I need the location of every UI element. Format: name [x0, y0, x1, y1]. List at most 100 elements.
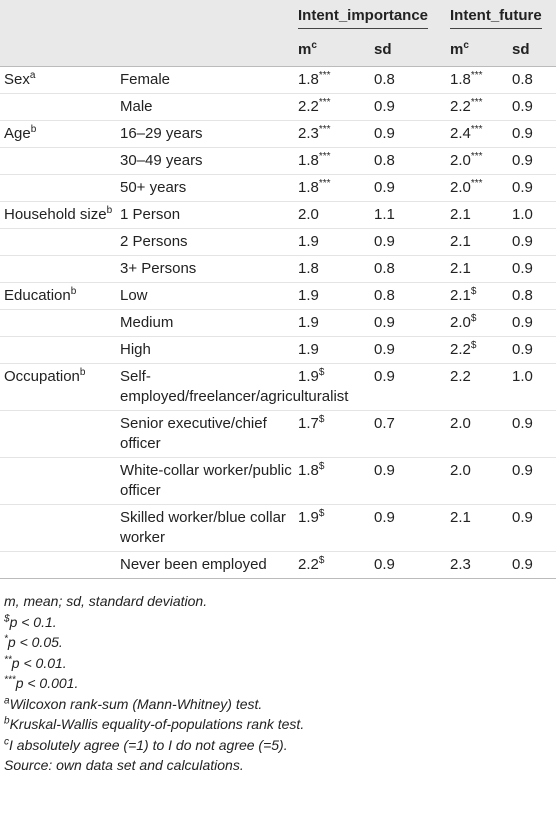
- superscript: b: [79, 367, 86, 378]
- cell-text: 0.9: [512, 260, 533, 277]
- cell-text: 2.2: [450, 368, 471, 385]
- footnote: **p < 0.01.: [4, 653, 552, 674]
- cell-text: 0.7: [374, 415, 395, 432]
- table-cell: 3+ Persons: [116, 256, 294, 283]
- cell-text: 1.0: [512, 368, 533, 385]
- table-cell: 0.9: [508, 229, 556, 256]
- table-body: Sexa Female 1.8*** 0.8 1.8*** 0.8 Male 2.2*** 0.…: [0, 67, 556, 579]
- cell-text: Wilcoxon rank-sum (Mann-Whitney) test.: [9, 695, 263, 712]
- superscript: $: [470, 286, 477, 297]
- table-cell: 2.1: [446, 229, 508, 256]
- superscript: ***: [318, 151, 331, 162]
- cell-text: 2.2: [298, 98, 319, 115]
- cell-text: Household size: [4, 206, 107, 223]
- table-cell: 2.0$: [446, 310, 508, 337]
- table-cell: [0, 148, 116, 175]
- cell-text: 0.8: [374, 71, 395, 88]
- table-cell: 0.9: [508, 121, 556, 148]
- superscript: c: [463, 40, 469, 51]
- cell-text: 0.9: [512, 125, 533, 142]
- table-cell: 0.9: [508, 310, 556, 337]
- table-cell: 2.2***: [446, 94, 508, 121]
- table-cell: 1.9: [294, 310, 370, 337]
- superscript: b: [106, 205, 113, 216]
- table-cell: [0, 229, 116, 256]
- table-cell: 1.1: [370, 202, 446, 229]
- table-cell: Ageb: [0, 121, 116, 148]
- table-row: High 1.9 0.9 2.2$ 0.9: [0, 337, 556, 364]
- table-row: 30–49 years 1.8*** 0.8 2.0*** 0.9: [0, 148, 556, 175]
- table-cell: 0.9: [370, 364, 446, 411]
- table-cell: Female: [116, 67, 294, 94]
- table-cell: 16–29 years: [116, 121, 294, 148]
- cell-text: 2.3: [450, 556, 471, 573]
- table: Intent_importance Intent_future mc sd mc sd…: [0, 0, 556, 579]
- table-cell: 0.9: [508, 94, 556, 121]
- table-cell: 0.9: [508, 552, 556, 579]
- cell-text: Skilled worker/blue collar worker: [120, 509, 286, 546]
- footnote: *p < 0.05.: [4, 632, 552, 653]
- table-row: Senior executive/chief officer 1.7$ 0.7 2.0…: [0, 411, 556, 458]
- table-cell: Low: [116, 283, 294, 310]
- cell-text: Never been employed: [120, 556, 267, 573]
- table-cell: [0, 175, 116, 202]
- footnote: aWilcoxon rank-sum (Mann-Whitney) test.: [4, 694, 552, 715]
- table-cell: [0, 94, 116, 121]
- table-cell: 0.9: [508, 411, 556, 458]
- table-cell: Medium: [116, 310, 294, 337]
- footnotes: m, mean; sd, standard deviation. $p < 0.1…: [0, 579, 556, 776]
- cell-text: 0.9: [512, 98, 533, 115]
- table-cell: 1 Person: [116, 202, 294, 229]
- cell-text: sd: [374, 41, 392, 58]
- cell-text: 2.1: [450, 260, 471, 277]
- table-cell: [0, 505, 116, 552]
- column-header: sd: [508, 34, 556, 67]
- superscript: b: [4, 715, 10, 727]
- footnote: $p < 0.1.: [4, 612, 552, 633]
- cell-text: 0.9: [512, 556, 533, 573]
- table-cell: 0.8: [370, 148, 446, 175]
- table-row: Sexa Female 1.8*** 0.8 1.8*** 0.8: [0, 67, 556, 94]
- cell-text: 3+ Persons: [120, 260, 197, 277]
- table-cell: 1.8***: [294, 148, 370, 175]
- cell-text: 1 Person: [120, 206, 181, 223]
- table-cell: 0.8: [370, 283, 446, 310]
- table-cell: 0.9: [370, 94, 446, 121]
- table-row: Occupationb Self-employed/freelancer/agri…: [0, 364, 556, 411]
- table-cell: 0.7: [370, 411, 446, 458]
- table-cell: 1.7$: [294, 411, 370, 458]
- superscript: a: [4, 694, 10, 706]
- table-cell: 1.8: [294, 256, 370, 283]
- cell-text: Education: [4, 287, 71, 304]
- table-cell: [0, 411, 116, 458]
- text: Intent_importance: [298, 6, 429, 29]
- superscript: $: [318, 461, 325, 472]
- cell-text: 2.0: [450, 415, 471, 432]
- cell-text: 1.9: [298, 368, 319, 385]
- cell-text: 0.9: [512, 415, 533, 432]
- cell-text: sd: [512, 41, 530, 58]
- table-cell: 2.4***: [446, 121, 508, 148]
- table-cell: 2.0***: [446, 148, 508, 175]
- superscript: ***: [318, 70, 331, 81]
- cell-text: 0.9: [374, 341, 395, 358]
- cell-text: 1.8: [298, 462, 319, 479]
- cell-text: 2.1: [450, 509, 471, 526]
- table-cell: 1.8***: [446, 67, 508, 94]
- table-cell: 0.8: [370, 67, 446, 94]
- footnote: Source: own data set and calculations.: [4, 755, 552, 776]
- superscript: ***: [470, 97, 483, 108]
- superscript: ***: [470, 151, 483, 162]
- table-cell: 0.9: [508, 148, 556, 175]
- table-cell: 1.9: [294, 337, 370, 364]
- superscript: c: [4, 735, 9, 747]
- table-cell: 1.8***: [294, 67, 370, 94]
- table-cell: 0.9: [508, 458, 556, 505]
- table-cell: 2.2: [446, 364, 508, 411]
- table-row: Male 2.2*** 0.9 2.2*** 0.9: [0, 94, 556, 121]
- table-cell: 0.9: [508, 175, 556, 202]
- table-cell: 1.9$: [294, 364, 370, 411]
- table-row: Never been employed 2.2$ 0.9 2.3 0.9: [0, 552, 556, 579]
- cell-text: 1.7: [298, 415, 319, 432]
- table-cell: 2.2$: [446, 337, 508, 364]
